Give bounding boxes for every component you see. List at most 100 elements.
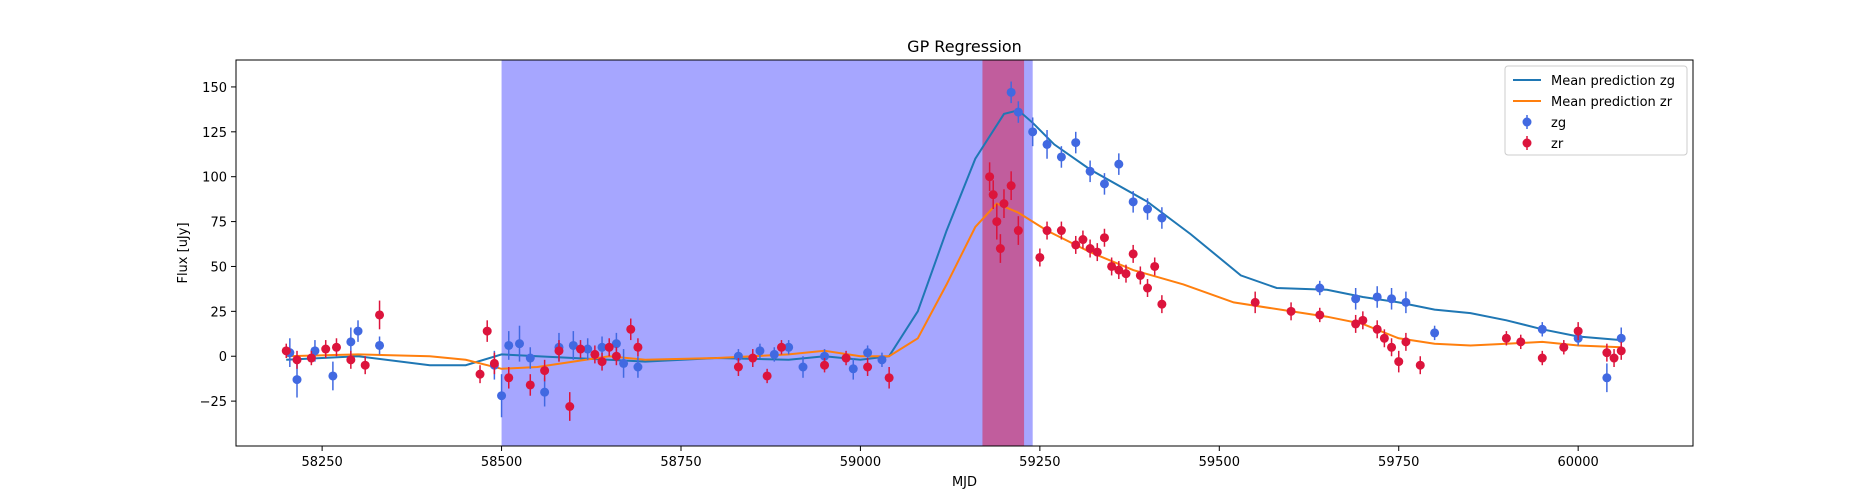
zr-point xyxy=(1150,257,1160,276)
zg-marker xyxy=(1315,283,1325,293)
zr-point xyxy=(590,345,600,364)
x-tick-label: 59000 xyxy=(840,455,881,470)
zg-point xyxy=(504,331,514,360)
zr-marker xyxy=(1042,226,1052,236)
zr-marker xyxy=(1351,319,1361,329)
zg-point xyxy=(877,352,887,368)
zg-point xyxy=(1143,198,1153,220)
zr-point xyxy=(748,349,758,368)
zr-marker xyxy=(292,355,302,365)
zr-point xyxy=(482,320,492,342)
zr-marker xyxy=(992,217,1002,227)
zg-marker xyxy=(733,351,743,361)
zr-point xyxy=(1379,329,1389,348)
legend-item: zg xyxy=(1522,115,1566,131)
zg-point xyxy=(1013,101,1023,123)
zr-marker xyxy=(1516,337,1526,347)
zg-point xyxy=(848,358,858,380)
zg-marker xyxy=(1028,127,1038,137)
zr-marker xyxy=(1006,181,1016,191)
zg-point xyxy=(1372,286,1382,308)
zg-marker xyxy=(755,346,765,356)
zr-point xyxy=(1099,228,1109,247)
legend: Mean prediction zg Mean prediction zr zg zr xyxy=(1504,65,1688,156)
zr-point xyxy=(331,338,341,357)
zr-marker xyxy=(604,342,614,352)
zr-marker xyxy=(1387,342,1397,352)
zg-marker xyxy=(568,340,578,350)
zg-point xyxy=(515,325,525,362)
zr-marker xyxy=(1573,326,1583,336)
zr-marker xyxy=(489,358,499,368)
zg-marker xyxy=(1006,87,1016,97)
zg-point xyxy=(755,343,765,359)
zr-point xyxy=(1114,261,1124,280)
y-tick-label: 50 xyxy=(210,260,227,275)
zr-point xyxy=(1143,279,1153,297)
zg-marker xyxy=(1013,107,1023,117)
zg-point xyxy=(1602,363,1612,393)
zr-point xyxy=(1107,257,1117,276)
zr-point xyxy=(321,340,331,359)
zg-marker xyxy=(310,346,320,356)
zr-marker xyxy=(1315,310,1325,320)
zr-marker xyxy=(1616,346,1626,356)
zr-point xyxy=(554,340,564,362)
zr-point xyxy=(576,340,586,359)
zg-marker xyxy=(1372,292,1382,302)
zg-marker xyxy=(611,339,621,349)
zg-marker xyxy=(1085,166,1095,176)
x-axis-label: MJD xyxy=(952,475,977,490)
zr-marker xyxy=(1013,226,1023,236)
zr-marker xyxy=(1358,315,1368,325)
x-tick-label: 59500 xyxy=(1199,455,1240,470)
zr-marker xyxy=(1121,269,1131,279)
zg-marker xyxy=(1602,373,1612,383)
legend-label: zg xyxy=(1551,116,1566,131)
zr-marker xyxy=(1609,353,1619,363)
zr-marker xyxy=(504,373,514,383)
zg-point xyxy=(328,361,338,391)
zg-marker xyxy=(328,371,338,381)
zr-point xyxy=(1121,264,1131,283)
zg-point xyxy=(1042,130,1052,159)
zg-point xyxy=(525,347,535,369)
zg-point xyxy=(1537,322,1547,337)
zg-marker xyxy=(597,342,607,352)
y-tick-label: 150 xyxy=(202,81,227,96)
zr-marker xyxy=(1250,297,1260,307)
shaded-region-1 xyxy=(501,60,1033,446)
zr-point xyxy=(1573,322,1583,341)
zr-marker xyxy=(633,342,643,352)
zr-point xyxy=(1085,239,1095,258)
zr-marker xyxy=(360,360,370,370)
zg-point xyxy=(583,338,593,360)
zg-point xyxy=(798,356,808,378)
y-tick-label: −25 xyxy=(200,395,227,410)
zg-marker xyxy=(798,362,808,372)
zr-point xyxy=(1537,350,1547,366)
zr-point xyxy=(995,234,1005,263)
legend-item: Mean prediction zr xyxy=(1513,95,1673,110)
plot-frame xyxy=(235,59,1694,447)
zg-marker xyxy=(1042,139,1052,149)
zr-point xyxy=(306,350,316,366)
shaded-regions xyxy=(501,60,1033,446)
x-tick-label: 58500 xyxy=(481,455,522,470)
y-tick-label: 125 xyxy=(202,126,227,141)
zr-point xyxy=(884,367,894,389)
zr-marker xyxy=(820,360,830,370)
zr-point xyxy=(475,365,485,384)
zr-marker xyxy=(525,380,535,390)
zr-marker xyxy=(1501,333,1511,343)
zr-marker xyxy=(1056,226,1066,236)
zr-marker xyxy=(375,310,385,320)
y-tick-label: 25 xyxy=(210,305,227,320)
shaded-region-2 xyxy=(982,60,1025,446)
x-tick-label: 59250 xyxy=(1019,455,1060,470)
zg-marker xyxy=(504,340,514,350)
zr-point xyxy=(1006,171,1016,201)
zg-marker xyxy=(619,358,629,368)
zr-marker xyxy=(1114,265,1124,275)
zr-marker xyxy=(762,371,772,381)
